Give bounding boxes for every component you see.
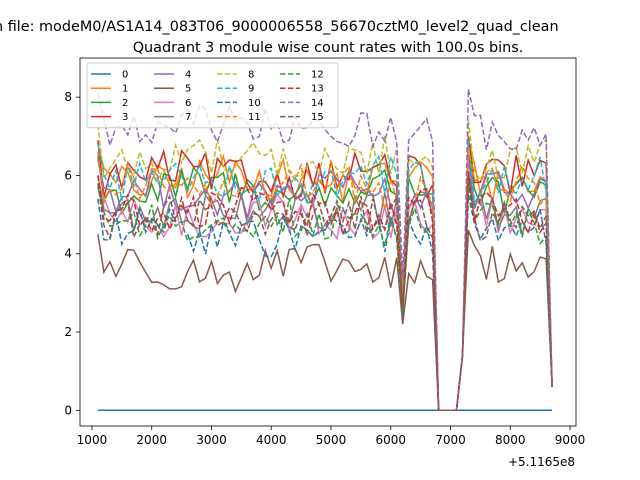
plot-frame bbox=[79, 57, 577, 427]
legend-label-0: 0 bbox=[122, 70, 128, 81]
x-tick-label: 1000 bbox=[77, 433, 108, 447]
y-tick-label: 0 bbox=[64, 403, 72, 417]
x-tick-label: 2000 bbox=[136, 433, 167, 447]
series-line-11 bbox=[97, 147, 553, 412]
series-line-12 bbox=[97, 183, 553, 412]
x-tick-label: 8000 bbox=[495, 433, 526, 447]
legend-label-2: 2 bbox=[122, 98, 128, 109]
y-tick-label: 8 bbox=[64, 90, 72, 104]
legend-label-3: 3 bbox=[122, 112, 128, 123]
x-tick-label: 7000 bbox=[435, 433, 466, 447]
legend-label-7: 7 bbox=[185, 112, 191, 123]
series-layer bbox=[97, 89, 553, 412]
legend-label-14: 14 bbox=[311, 98, 324, 109]
x-tick-label: 3000 bbox=[196, 433, 227, 447]
x-tick-label: 9000 bbox=[555, 433, 586, 447]
series-line-8 bbox=[97, 120, 553, 412]
legend-label-6: 6 bbox=[185, 98, 191, 109]
legend-label-5: 5 bbox=[185, 84, 191, 95]
y-tick-label: 6 bbox=[64, 168, 72, 182]
legend-box bbox=[86, 62, 339, 129]
legend-label-12: 12 bbox=[311, 70, 324, 81]
axes-layer: 1000 2000 3000 4000 5000 6000 7000 8000 9000 0 2 4 6… bbox=[64, 90, 585, 447]
x-tick-label: 5000 bbox=[316, 433, 347, 447]
series-line-3 bbox=[97, 136, 553, 412]
legend-label-1: 1 bbox=[122, 84, 128, 95]
y-tick-label: 4 bbox=[64, 247, 72, 261]
series-line-13 bbox=[97, 171, 553, 412]
x-tick-label: 6000 bbox=[375, 433, 406, 447]
series-line-10 bbox=[97, 194, 553, 412]
legend-label-4: 4 bbox=[185, 70, 191, 81]
x-tick-label: 4000 bbox=[256, 433, 287, 447]
legend-label-8: 8 bbox=[248, 70, 254, 81]
series-line-5 bbox=[97, 230, 553, 412]
legend-label-15: 15 bbox=[311, 112, 324, 123]
figure-suptitle: n file: modeM0/AS1A14_083T06_9000006558_… bbox=[0, 19, 559, 35]
y-tick-label: 2 bbox=[64, 325, 72, 339]
x-offset-label: +5.1165e8 bbox=[508, 455, 575, 469]
series-line-6 bbox=[97, 179, 553, 412]
series-line-15 bbox=[97, 179, 553, 412]
chart-title: Quadrant 3 module wise count rates with … bbox=[133, 40, 524, 56]
legend-label-13: 13 bbox=[311, 84, 324, 95]
legend-label-9: 9 bbox=[248, 84, 254, 95]
series-line-2 bbox=[97, 151, 553, 412]
series-line-9 bbox=[97, 140, 553, 412]
legend-label-10: 10 bbox=[248, 98, 261, 109]
series-line-14 bbox=[97, 89, 553, 412]
legend-label-11: 11 bbox=[248, 112, 261, 123]
